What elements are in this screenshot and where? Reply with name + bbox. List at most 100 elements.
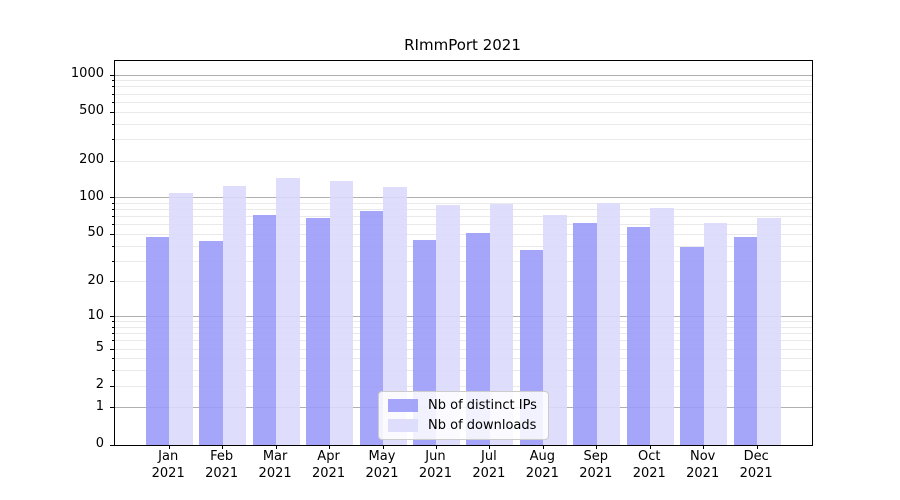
gridline-y-2-minor <box>115 385 812 387</box>
x-axis-tick-mar <box>275 445 277 449</box>
gridline-y-90-minor <box>115 202 812 204</box>
x-axis-tick-feb <box>222 445 224 449</box>
bar-downloads-nov <box>703 223 728 445</box>
y-axis-minor-tick-3 <box>111 370 114 372</box>
y-axis-label-200: 200 <box>79 152 104 168</box>
y-axis-minor-tick-70 <box>111 216 114 218</box>
gridline-y-8-minor <box>115 326 812 328</box>
y-axis-tick-1 <box>110 407 114 409</box>
gridline-y-7-minor <box>115 333 812 335</box>
y-axis-label-50: 50 <box>87 225 104 241</box>
x-axis-label-jul: Jul 2021 <box>472 449 506 481</box>
x-axis-tick-sep <box>596 445 598 449</box>
bar-distinct-ips-feb <box>199 241 223 445</box>
x-axis-label-oct: Oct 2021 <box>632 449 666 481</box>
x-axis-tick-nov <box>703 445 705 449</box>
x-axis-label-may: May 2021 <box>365 449 399 481</box>
x-axis-tick-apr <box>329 445 331 449</box>
x-axis-tick-oct <box>649 445 651 449</box>
y-axis-tick-100 <box>110 197 114 199</box>
gridline-y-200-minor <box>115 160 812 162</box>
y-axis-minor-tick-700 <box>111 93 114 95</box>
chart-title: RImmPort 2021 <box>404 36 521 54</box>
bar-downloads-jan <box>169 192 193 445</box>
y-axis-minor-tick-40 <box>111 245 114 247</box>
gridline-y-70-minor <box>115 216 812 218</box>
bar-downloads-may <box>383 187 407 445</box>
bar-downloads-aug <box>543 214 567 445</box>
x-axis-label-feb: Feb 2021 <box>205 449 239 481</box>
y-axis-tick-0 <box>110 444 114 446</box>
y-axis-minor-tick-200 <box>111 160 114 162</box>
x-axis-label-nov: Nov 2021 <box>686 449 720 481</box>
y-axis-label-0: 0 <box>95 436 104 451</box>
y-axis-minor-tick-500 <box>111 111 114 113</box>
y-axis-minor-tick-90 <box>111 202 114 204</box>
legend-swatch-distinct-ips <box>388 399 418 412</box>
legend: Nb of distinct IPs Nb of downloads <box>378 391 549 440</box>
x-axis-tick-jun <box>435 445 437 449</box>
gridline-y-6-minor <box>115 340 812 342</box>
bar-distinct-ips-oct <box>626 226 651 445</box>
y-axis-minor-tick-7 <box>111 333 114 335</box>
gridline-y-1000-major <box>115 74 812 76</box>
gridline-y-20-minor <box>115 281 812 283</box>
x-axis-tick-jan <box>168 445 170 449</box>
y-axis-label-10: 10 <box>87 307 104 323</box>
bar-distinct-ips-sep <box>573 223 597 445</box>
legend-swatch-downloads <box>388 419 418 432</box>
legend-item-distinct-ips: Nb of distinct IPs <box>388 398 537 413</box>
y-axis-label-5: 5 <box>95 340 104 356</box>
bar-distinct-ips-dec <box>733 236 758 445</box>
gridline-y-10-major <box>115 316 812 318</box>
y-axis-minor-tick-400 <box>111 123 114 125</box>
y-axis-label-100: 100 <box>79 188 104 204</box>
y-axis-minor-tick-4 <box>111 358 114 360</box>
x-axis-label-aug: Aug 2021 <box>525 449 559 481</box>
y-axis-minor-tick-6 <box>111 340 114 342</box>
x-axis-tick-jul <box>489 445 491 449</box>
gridline-y-30-minor <box>115 260 812 262</box>
gridline-y-4-minor <box>115 358 812 360</box>
y-axis-label-20: 20 <box>87 272 104 288</box>
y-axis-minor-tick-30 <box>111 260 114 262</box>
y-axis-minor-tick-50 <box>111 233 114 235</box>
legend-label-downloads: Nb of downloads <box>428 418 537 433</box>
y-axis-tick-1000 <box>110 74 114 76</box>
x-axis-label-jan: Jan 2021 <box>151 449 185 481</box>
bar-downloads-jun <box>436 205 460 445</box>
y-axis-minor-tick-2 <box>111 385 114 387</box>
bar-downloads-dec <box>757 217 781 445</box>
gridline-y-3-minor <box>115 370 812 372</box>
y-axis-minor-tick-8 <box>111 326 114 328</box>
y-axis-label-500: 500 <box>79 103 104 119</box>
y-axis-label-1000: 1000 <box>70 66 104 82</box>
x-axis-label-jun: Jun 2021 <box>418 449 452 481</box>
gridline-y-400-minor <box>115 123 812 125</box>
gridline-y-60-minor <box>115 224 812 226</box>
y-axis-minor-tick-900 <box>111 80 114 82</box>
legend-label-distinct-ips: Nb of distinct IPs <box>428 398 537 413</box>
bar-downloads-oct <box>650 207 674 445</box>
y-axis-minor-tick-600 <box>111 101 114 103</box>
y-axis-label-1: 1 <box>95 398 104 414</box>
gridline-y-40-minor <box>115 245 812 247</box>
y-axis-minor-tick-20 <box>111 281 114 283</box>
legend-item-downloads: Nb of downloads <box>388 418 537 433</box>
x-axis-label-sep: Sep 2021 <box>579 449 613 481</box>
bar-downloads-jul <box>489 204 514 445</box>
bar-distinct-ips-apr <box>306 217 330 445</box>
y-axis-tick-10 <box>110 316 114 318</box>
plot-area: Nb of distinct IPs Nb of downloads <box>110 60 813 449</box>
bar-downloads-sep <box>596 202 621 445</box>
y-axis-minor-tick-60 <box>111 224 114 226</box>
gridline-y-5-minor <box>115 348 812 350</box>
y-axis-minor-tick-300 <box>111 138 114 140</box>
bar-distinct-ips-jan <box>145 236 170 445</box>
gridline-y-800-minor <box>115 86 812 88</box>
x-axis-tick-dec <box>756 445 758 449</box>
y-axis-minor-tick-800 <box>111 86 114 88</box>
gridline-y-500-minor <box>115 111 812 113</box>
y-axis-minor-tick-80 <box>111 209 114 211</box>
